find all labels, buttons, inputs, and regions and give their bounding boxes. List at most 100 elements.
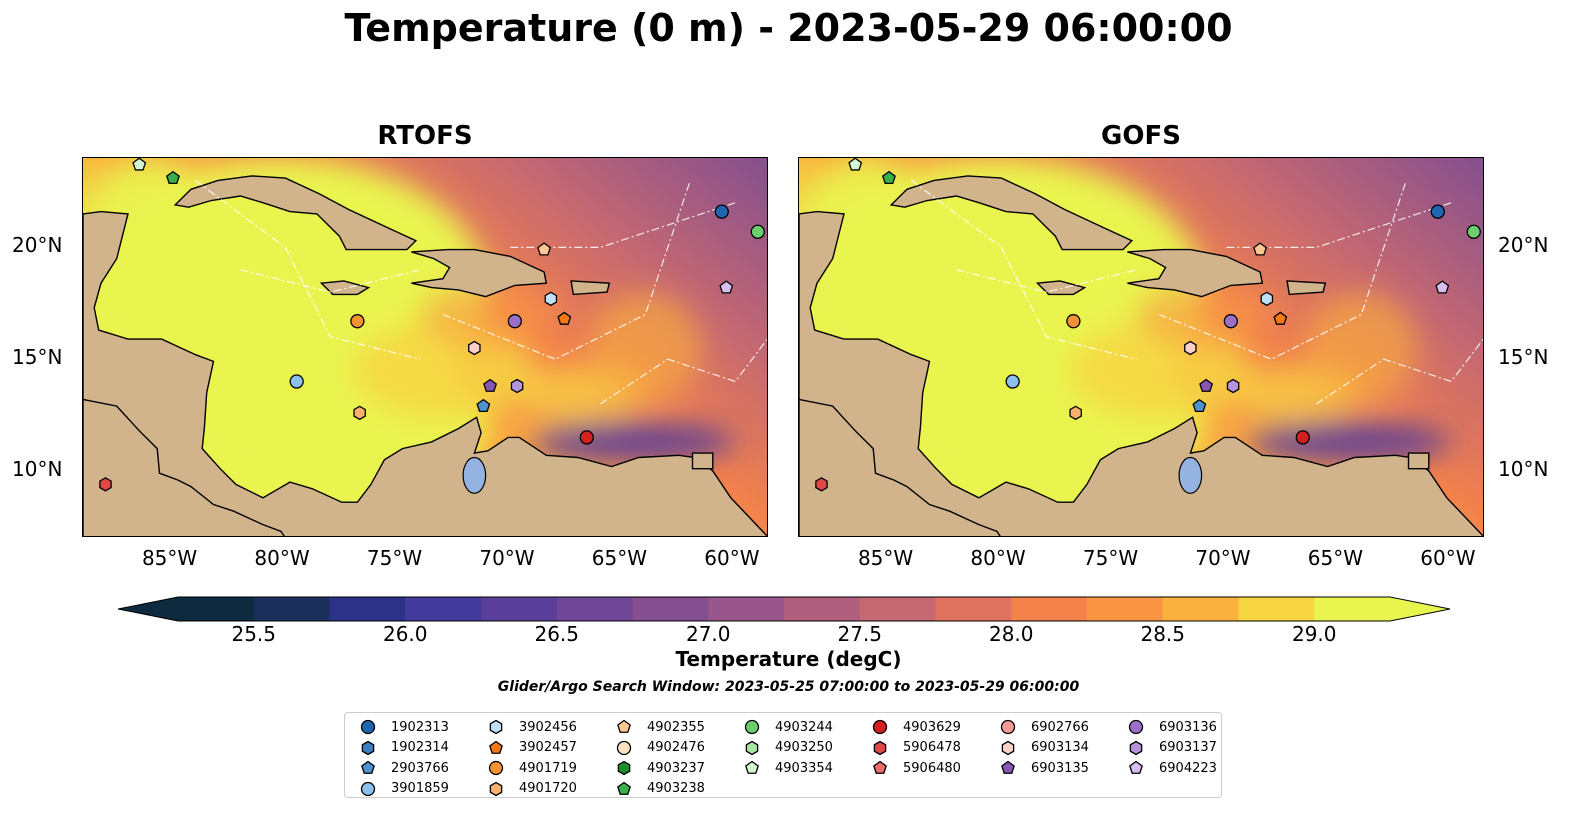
colorbar-tick-label: 26.0 <box>382 622 428 646</box>
hexagon-marker-icon <box>489 781 503 797</box>
legend-label: 4902355 <box>647 719 705 735</box>
eez-boundary <box>442 180 691 360</box>
colorbar-bin <box>253 597 330 621</box>
eez-boundary <box>240 269 421 293</box>
pentagon-marker-icon <box>1001 760 1015 775</box>
legend-item-4903244: 4903244 <box>743 717 833 738</box>
figure-title: Temperature (0 m) - 2023-05-29 06:00:00 <box>344 6 1233 50</box>
eez-boundary <box>1158 180 1407 360</box>
float-4903629 <box>579 430 594 445</box>
circle-marker-icon <box>872 720 888 735</box>
circle-marker-icon <box>1000 720 1016 735</box>
legend-item-4902476: 4902476 <box>615 738 705 759</box>
land-cuba <box>889 175 1134 251</box>
land-jamaica <box>1035 280 1087 296</box>
colorbar-tick-label: 27.0 <box>685 622 731 646</box>
pentagon-marker-icon <box>617 781 631 795</box>
colorbar-extend-low <box>118 597 178 621</box>
lon-tick-label: 80°W <box>970 546 1026 570</box>
legend-item-4903354: 4903354 <box>743 758 833 779</box>
colorbar-bin <box>178 597 255 621</box>
lon-tick-label: 65°W <box>1307 546 1364 570</box>
colorbar-bin <box>708 597 785 621</box>
hexagon-marker-icon <box>745 740 759 756</box>
eez-boundary <box>1315 338 1483 405</box>
colorbar-bin <box>1238 597 1315 621</box>
hexagon-marker-icon <box>1001 740 1015 756</box>
legend-label: 5906478 <box>903 740 961 756</box>
lon-tick-label: 60°W <box>704 546 760 570</box>
legend-label: 4902476 <box>647 740 705 756</box>
legend-item-4903629: 4903629 <box>871 717 961 738</box>
colorbar-bin <box>329 597 406 621</box>
land-lowerleft <box>83 398 285 536</box>
search-window-caption: Glider/Argo Search Window: 2023-05-25 07… <box>497 679 1080 695</box>
float-6903136 <box>507 314 522 329</box>
float-4902355 <box>1253 242 1268 256</box>
lat-tick-label-left: 15°N <box>12 345 63 370</box>
lon-tick-label: 85°W <box>857 546 914 570</box>
colorbar-bin <box>935 597 1012 621</box>
colorbar-bin <box>481 597 558 621</box>
float-5906478 <box>99 477 112 492</box>
float-4903354 <box>848 158 863 171</box>
legend-label: 3902457 <box>519 740 577 756</box>
float-3901859 <box>289 374 304 389</box>
legend-item-4903250: 4903250 <box>743 738 833 759</box>
colorbar-bin <box>784 597 861 621</box>
hexagon-marker-icon <box>361 740 375 756</box>
legend-item-6904223: 6904223 <box>1127 758 1217 779</box>
pentagon-marker-icon <box>361 760 375 775</box>
lon-tick-label: 75°W <box>366 546 423 570</box>
legend-item-4902355: 4902355 <box>615 717 705 738</box>
float-3902456 <box>1260 291 1274 307</box>
legend-label: 5906480 <box>903 760 961 776</box>
eez-boundary <box>195 179 421 360</box>
float-1902313 <box>714 204 729 219</box>
legend-label: 4903244 <box>775 719 833 735</box>
float-3902457 <box>1273 311 1288 325</box>
legend-label: 6902766 <box>1031 719 1089 735</box>
lat-tick-label-right: 10°N <box>1498 456 1549 481</box>
float-6903134 <box>468 340 481 356</box>
colorbar-label: Temperature (degC) <box>675 647 902 671</box>
eez-boundary <box>911 179 1137 360</box>
legend-item-1902314: 1902314 <box>359 738 449 759</box>
lat-tick-label-right: 20°N <box>1498 233 1549 258</box>
circle-marker-icon <box>744 720 760 735</box>
land-hispaniola <box>411 248 548 298</box>
float-4902355 <box>537 242 552 256</box>
lon-tick-label: 65°W <box>591 546 648 570</box>
colorbar-tick-label: 25.5 <box>231 622 277 646</box>
colorbar-tick-label: 28.0 <box>988 622 1034 646</box>
float-4901719 <box>350 314 365 329</box>
land-hispaniola <box>1127 248 1264 298</box>
float-4901720 <box>1069 405 1082 421</box>
legend-label: 4903250 <box>775 740 833 756</box>
float-2903766 <box>476 398 491 413</box>
float-1902313 <box>1430 204 1445 219</box>
colorbar-bin <box>632 597 709 621</box>
legend-item-6903136: 6903136 <box>1127 717 1217 738</box>
legend-label: 6903135 <box>1031 760 1089 776</box>
float-4903629 <box>1295 430 1310 445</box>
land-lowerleft <box>799 398 1001 536</box>
legend-item-6903134: 6903134 <box>999 738 1089 759</box>
pentagon-marker-icon <box>745 760 759 775</box>
legend-label: 3902456 <box>519 719 577 735</box>
colorbar-bin <box>405 597 482 621</box>
float-6903134 <box>1184 340 1197 356</box>
land-trinidad <box>691 452 714 470</box>
legend-item-6902766: 6902766 <box>999 717 1089 738</box>
legend-label: 4903238 <box>647 781 705 797</box>
float-4903354 <box>132 158 147 171</box>
colorbar-tick-label: 28.5 <box>1140 622 1186 646</box>
lat-tick-label-left: 20°N <box>12 233 63 258</box>
colorbar-bin <box>859 597 936 621</box>
float-5906478 <box>815 477 828 492</box>
legend-label: 1902313 <box>391 719 449 735</box>
legend-item-4901719: 4901719 <box>487 758 577 779</box>
colorbar-bin <box>1011 597 1088 621</box>
float-legend: 1902313 1902314 2903766 3901859 3902456 39024… <box>344 712 1222 798</box>
legend-item-6903135: 6903135 <box>999 758 1089 779</box>
